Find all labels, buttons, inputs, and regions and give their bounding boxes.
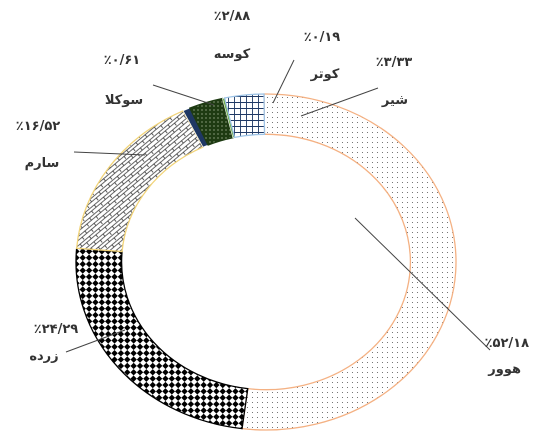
slice-name-label-1: هوور [487, 362, 521, 377]
leader-line-7 [300, 87, 379, 117]
slice-value-label-1: ٪۵۲/۱۸ [485, 336, 529, 351]
leader-line-1 [354, 217, 491, 351]
labels-group: ٪۵۲/۱۸ هوور ٪۲۴/۲۹ زرده ٪۱۶/۵۲ سارم ٪۰/۶۱ سوکلا… [16, 9, 529, 377]
slice-name-label-3: سارم [25, 156, 60, 171]
leader-line-6 [272, 59, 295, 104]
slice-3 [75, 109, 204, 253]
slice-value-label-5: ٪۲/۸۸ [214, 9, 251, 24]
slice-value-label-3: ٪۱۶/۵۲ [16, 119, 60, 134]
leader-line-3 [73, 151, 146, 156]
leader-line-2 [65, 329, 126, 353]
slice-value-label-7: ٪۳/۳۳ [376, 55, 413, 70]
slice-1 [241, 93, 457, 431]
slice-value-label-4: ٪۰/۶۱ [104, 53, 141, 68]
slice-value-label-2: ٪۲۴/۲۹ [34, 322, 78, 337]
slice-name-label-2: زرده [29, 349, 58, 364]
leader-line-4 [152, 84, 215, 106]
slice-name-label-4: سوکلا [105, 93, 143, 108]
slice-name-label-6: کوتر [310, 67, 340, 82]
slice-name-label-5: کوسه [214, 47, 251, 62]
leader-lines-group [65, 59, 491, 353]
slice-name-label-7: شیر [381, 93, 408, 108]
slice-7 [223, 93, 266, 139]
slice-value-label-6: ٪۰/۱۹ [304, 30, 341, 45]
slices-group [75, 93, 457, 431]
